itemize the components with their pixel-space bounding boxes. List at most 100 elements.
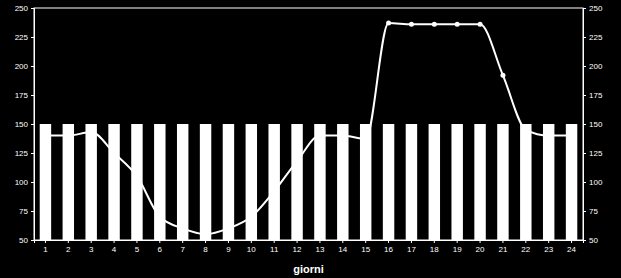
tick-label: 175: [589, 91, 603, 100]
tick: 225: [15, 33, 34, 42]
marker: [226, 226, 231, 231]
tick-label: 225: [15, 33, 29, 42]
tick: 150: [583, 120, 603, 129]
tick: 24: [567, 240, 576, 254]
tick: 21: [498, 240, 507, 254]
tick: 6: [158, 240, 163, 254]
tick: 100: [583, 178, 603, 187]
tick-mark: [31, 211, 34, 212]
marker: [66, 133, 71, 138]
bar: [85, 124, 96, 240]
tick-mark: [31, 66, 34, 67]
bar: [497, 124, 508, 240]
tick: 1: [43, 240, 48, 254]
tick: 17: [407, 240, 416, 254]
tick: 20: [476, 240, 485, 254]
tick-mark: [583, 211, 586, 212]
tick-label: 125: [589, 149, 603, 158]
tick: 5: [135, 240, 140, 254]
tick-label: 19: [453, 245, 462, 254]
tick-label: 150: [15, 120, 29, 129]
tick-mark: [583, 240, 586, 241]
tick-mark: [205, 240, 206, 243]
marker: [478, 22, 483, 27]
tick: 19: [453, 240, 462, 254]
tick-label: 8: [203, 245, 208, 254]
bar: [360, 124, 371, 240]
tick-label: 75: [589, 207, 598, 216]
tick: 3: [89, 240, 94, 254]
bar: [268, 124, 279, 240]
tick-mark: [434, 240, 435, 243]
tick: 200: [583, 62, 603, 71]
tick-mark: [159, 240, 160, 243]
tick-label: 200: [589, 62, 603, 71]
tick-label: 175: [15, 91, 29, 100]
plot: 1234567891011121314151617181920212223245…: [15, 4, 603, 254]
marker: [89, 130, 94, 135]
marker: [569, 133, 574, 138]
bar: [451, 124, 462, 240]
tick-label: 100: [15, 178, 29, 187]
axis-line: [35, 241, 584, 244]
tick-label: 2: [66, 245, 71, 254]
tick-mark: [548, 240, 549, 243]
tick-mark: [182, 240, 183, 243]
tick: 11: [270, 240, 279, 254]
tick: 50: [583, 236, 598, 245]
marker: [386, 21, 391, 26]
tick-mark: [583, 8, 586, 9]
tick-label: 6: [158, 245, 163, 254]
tick-mark: [31, 153, 34, 154]
bar: [474, 124, 485, 240]
x-axis-title: giorni: [293, 263, 324, 275]
axis-line: [584, 9, 587, 241]
tick: 7: [180, 240, 185, 254]
tick: 10: [247, 240, 256, 254]
tick: 75: [19, 207, 34, 216]
tick-label: 1: [43, 245, 48, 254]
marker: [295, 159, 300, 164]
tick-label: 14: [338, 245, 347, 254]
tick-label: 15: [361, 245, 370, 254]
tick: 250: [15, 4, 34, 13]
tick-mark: [31, 95, 34, 96]
tick-mark: [31, 240, 34, 241]
tick-label: 4: [112, 245, 117, 254]
bar: [40, 124, 51, 240]
bar: [429, 124, 440, 240]
tick: 18: [430, 240, 439, 254]
marker: [134, 174, 139, 179]
tick-mark: [411, 240, 412, 243]
tick: 175: [583, 91, 603, 100]
tick-mark: [583, 95, 586, 96]
tick-mark: [342, 240, 343, 243]
tick-label: 10: [247, 245, 256, 254]
tick-label: 20: [476, 245, 485, 254]
bar: [154, 124, 165, 240]
tick: 14: [338, 240, 347, 254]
tick-mark: [525, 240, 526, 243]
tick-mark: [31, 8, 34, 9]
bar: [337, 124, 348, 240]
marker: [432, 22, 437, 27]
bar: [543, 124, 554, 240]
bar: [406, 124, 417, 240]
chart: 1234567891011121314151617181920212223245…: [0, 0, 621, 278]
tick-mark: [31, 37, 34, 38]
bar: [200, 124, 211, 240]
tick-label: 50: [19, 236, 28, 245]
axis-line: [31, 9, 35, 241]
tick-label: 24: [567, 245, 576, 254]
tick-mark: [31, 124, 34, 125]
frame: [34, 8, 583, 240]
tick-label: 100: [589, 178, 603, 187]
tick-mark: [274, 240, 275, 243]
tick-label: 150: [589, 120, 603, 129]
tick-label: 200: [15, 62, 29, 71]
bar: [383, 124, 394, 240]
tick: 175: [15, 91, 34, 100]
tick-label: 17: [407, 245, 416, 254]
tick-label: 7: [180, 245, 185, 254]
marker: [249, 214, 254, 219]
